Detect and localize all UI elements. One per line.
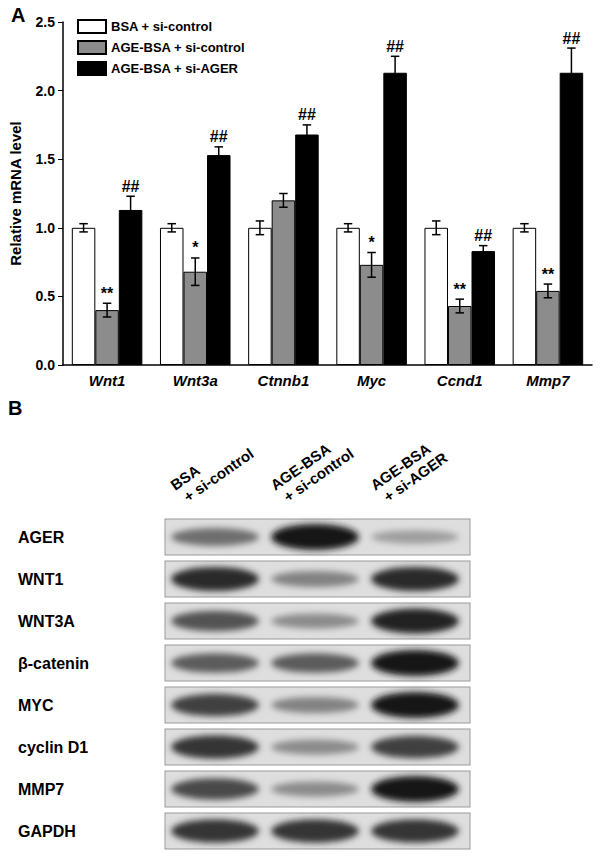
svg-text:##: ## [210, 128, 228, 145]
svg-text:AGE-BSA+ si-control: AGE-BSA+ si-control [267, 431, 356, 508]
svg-text:##: ## [298, 106, 316, 123]
svg-text:1.0: 1.0 [36, 220, 56, 236]
svg-text:Ctnnb1: Ctnnb1 [258, 372, 310, 389]
svg-text:##: ## [474, 227, 492, 244]
svg-text:BSA + si-control: BSA + si-control [111, 19, 212, 34]
svg-text:BSA+ si-control: BSA+ si-control [167, 431, 256, 508]
svg-text:cyclin D1: cyclin D1 [18, 739, 88, 756]
svg-text:MMP7: MMP7 [18, 781, 64, 798]
svg-text:0.0: 0.0 [36, 357, 56, 373]
svg-text:**: ** [542, 266, 555, 283]
svg-text:2.0: 2.0 [36, 83, 56, 99]
svg-text:β-catenin: β-catenin [18, 655, 89, 672]
svg-text:**: ** [454, 281, 467, 298]
svg-text:1.5: 1.5 [36, 151, 56, 167]
svg-text:Ccnd1: Ccnd1 [437, 372, 483, 389]
svg-text:2.5: 2.5 [36, 14, 56, 30]
svg-text:A: A [11, 4, 25, 26]
svg-text:*: * [368, 234, 375, 251]
svg-text:Wnt3a: Wnt3a [173, 372, 218, 389]
svg-text:GAPDH: GAPDH [18, 823, 76, 840]
svg-text:##: ## [386, 38, 404, 55]
svg-text:WNT1: WNT1 [18, 571, 63, 588]
svg-text:AGE-BSA+ si-AGER: AGE-BSA+ si-AGER [367, 435, 450, 508]
svg-text:##: ## [122, 178, 140, 195]
svg-text:AGE-BSA + si-control: AGE-BSA + si-control [111, 40, 245, 55]
svg-text:Relative mRNA level: Relative mRNA level [7, 121, 24, 266]
svg-text:**: ** [101, 285, 114, 302]
svg-text:AGE-BSA + si-AGER: AGE-BSA + si-AGER [111, 61, 239, 76]
svg-text:*: * [192, 239, 199, 256]
svg-text:AGER: AGER [18, 529, 65, 546]
svg-text:B: B [8, 397, 22, 419]
svg-text:0.5: 0.5 [36, 288, 56, 304]
svg-text:WNT3A: WNT3A [18, 613, 75, 630]
svg-text:MYC: MYC [18, 697, 54, 714]
svg-text:Wnt1: Wnt1 [89, 372, 126, 389]
svg-text:Myc: Myc [357, 372, 387, 389]
svg-text:##: ## [563, 30, 581, 47]
svg-text:Mmp7: Mmp7 [526, 372, 570, 389]
